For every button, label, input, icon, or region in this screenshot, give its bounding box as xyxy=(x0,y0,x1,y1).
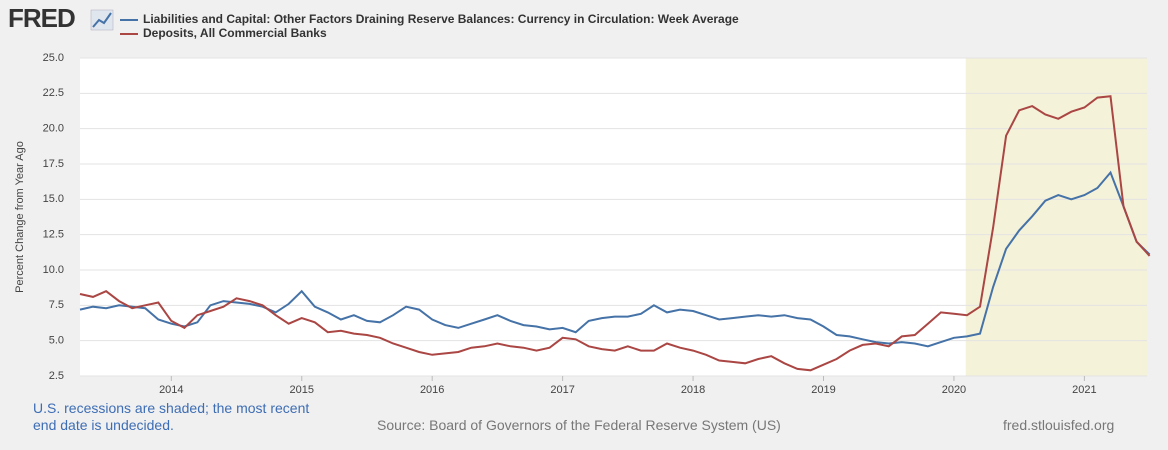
x-tick-label: 2016 xyxy=(420,384,444,396)
series-line xyxy=(79,95,1151,372)
recession-shade xyxy=(965,58,1147,376)
y-tick-label: 2.5 xyxy=(49,370,64,382)
y-tick-label: 20.0 xyxy=(43,123,64,135)
series-line xyxy=(79,170,1151,348)
y-tick-label: 5.0 xyxy=(49,335,64,347)
x-tick-label: 2019 xyxy=(811,384,835,396)
footer-url: fred.stlouisfed.org xyxy=(1003,417,1115,433)
x-tick-label: 2017 xyxy=(550,384,574,396)
x-tick-label: 2015 xyxy=(290,384,314,396)
legend-label: Liabilities and Capital: Other Factors D… xyxy=(143,12,739,26)
legend-label: Deposits, All Commercial Banks xyxy=(143,26,327,40)
x-tick-label: 2014 xyxy=(159,384,183,396)
y-tick-label: 25.0 xyxy=(43,52,64,64)
y-tick-label: 12.5 xyxy=(43,229,64,241)
x-tick-label: 2021 xyxy=(1072,384,1096,396)
y-tick-label: 22.5 xyxy=(43,87,64,99)
x-tick-label: 2018 xyxy=(681,384,705,396)
y-tick-label: 15.0 xyxy=(43,193,64,205)
y-tick-label: 10.0 xyxy=(43,264,64,276)
y-tick-label: 17.5 xyxy=(43,158,64,170)
footer-source: Source: Board of Governors of the Federa… xyxy=(377,417,781,433)
logo: FRED xyxy=(8,3,75,33)
footer-note: U.S. recessions are shaded; the most rec… xyxy=(33,400,310,433)
y-tick-label: 7.5 xyxy=(49,299,64,311)
logo-icon xyxy=(90,9,114,31)
x-tick-label: 2020 xyxy=(942,384,966,396)
y-axis-label: Percent Change from Year Ago xyxy=(14,141,26,293)
